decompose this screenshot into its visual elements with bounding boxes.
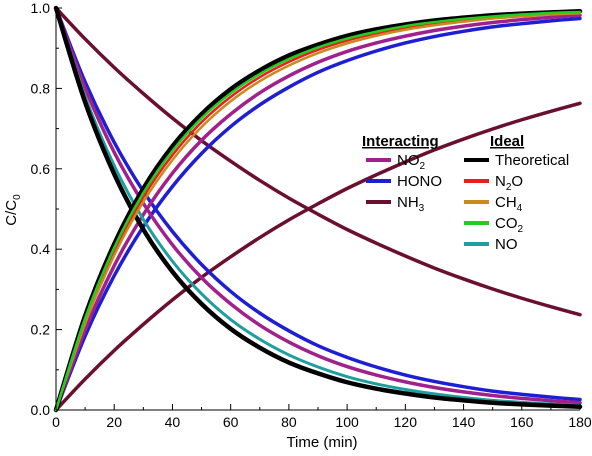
- legend-ideal-2-label: CH4: [495, 194, 523, 214]
- legend-interacting-0-label: NO2: [397, 152, 426, 172]
- x-tick-label: 60: [223, 414, 239, 430]
- x-tick-label: 20: [106, 414, 122, 430]
- y-tick-label: 0.8: [31, 80, 51, 96]
- series-layer: [53, 5, 583, 413]
- legend-ideal-3-label: CO2: [495, 215, 524, 235]
- y-tick-label: 0.4: [31, 241, 51, 257]
- x-tick-label: 0: [52, 414, 60, 430]
- series-line-2: [54, 6, 582, 402]
- x-tick-label: 80: [281, 414, 297, 430]
- legend-title-ideal: Ideal: [490, 133, 524, 150]
- legend-interacting-2-label: NH3: [397, 194, 425, 214]
- y-axis-title-main: C/C: [3, 200, 20, 226]
- y-tick-label: 0.6: [31, 161, 51, 177]
- x-tick-label: 180: [568, 414, 592, 430]
- y-tick-label: 0.2: [31, 322, 51, 338]
- legend-interacting-1-label: HONO: [397, 173, 442, 190]
- series-line-11: [54, 10, 582, 412]
- series-line-7: [53, 5, 583, 410]
- legend-ideal-0-label: Theoretical: [495, 152, 569, 169]
- series-line-1: [54, 101, 582, 412]
- y-tick-label: 1.0: [31, 0, 51, 16]
- x-tick-label: 120: [394, 414, 418, 430]
- y-axis-title: C/C0: [3, 194, 23, 226]
- x-tick-label: 40: [165, 414, 181, 430]
- x-tick-label: 140: [452, 414, 476, 430]
- legend-ideal-1-label: N2O: [495, 173, 523, 193]
- x-tick-label: 100: [335, 414, 359, 430]
- y-axis-title-sub: 0: [12, 194, 23, 200]
- series-line-3: [54, 16, 582, 412]
- frame-layer: 0 20 40 60 80 100 120 140 160 180 0.0 0.2 0.4 0.6 0.8 1…: [31, 0, 592, 430]
- series-line-10: [54, 11, 582, 412]
- x-axis-title: Time (min): [286, 434, 357, 451]
- legend-ideal-4-label: NO: [495, 236, 518, 253]
- x-tick-label: 160: [510, 414, 534, 430]
- legend-title-interacting: Interacting: [362, 133, 439, 150]
- y-tick-label: 0.0: [31, 402, 51, 418]
- series-line-0: [54, 6, 582, 317]
